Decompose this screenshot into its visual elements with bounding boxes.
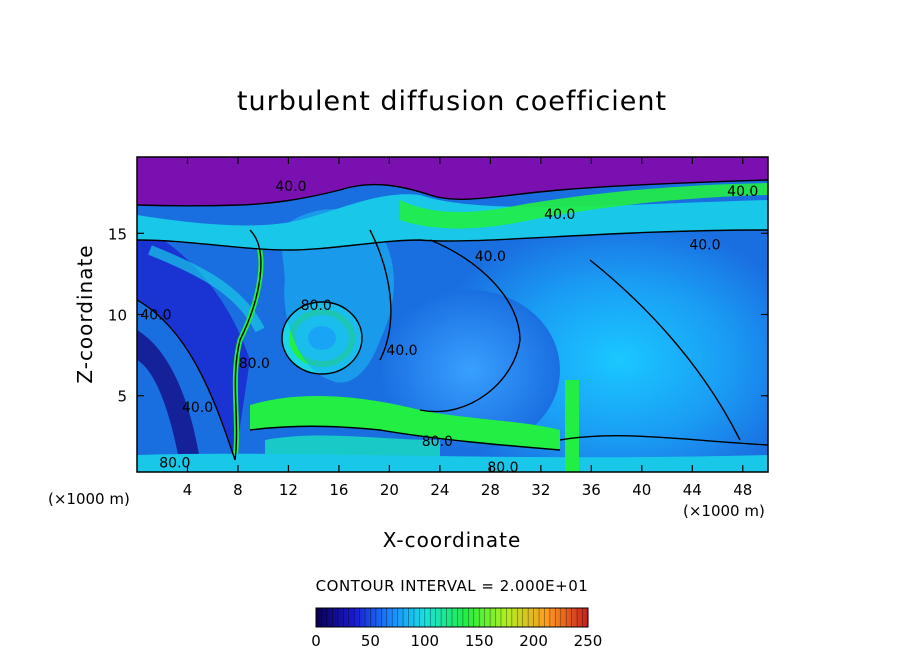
colorbar-stripes [321,608,583,627]
x-tick-label: 16 [329,481,348,499]
contour-interval-label: CONTOUR INTERVAL = 2.000E+01 [315,577,589,595]
colorbar-tick-label: 100 [410,632,439,650]
contour-label: 40.0 [386,343,417,359]
x-tick-label: 40 [632,481,651,499]
contour-label: 80.0 [239,356,270,372]
contour-label: 40.0 [275,179,306,195]
z-tick-label: 10 [108,307,127,325]
x-tick-label: 20 [380,481,399,499]
contour-lines [137,179,768,461]
x-scale-note-right: (×1000 m) [683,502,765,520]
contour-label: 80.0 [301,298,332,314]
chart-title: turbulent diffusion coefficient [236,86,668,117]
x-tick-label: 24 [430,481,449,499]
heatmap-field [137,157,768,472]
z-axis-title: Z-coordinate [73,244,97,383]
colorbar-tick-label: 150 [465,632,494,650]
z-tick-label: 15 [108,225,127,243]
field-lower-cyan [265,435,440,460]
field-upper-green [400,183,768,229]
x-tick-label: 4 [183,481,193,499]
field-column [565,380,579,472]
z-tick-label: 5 [117,388,127,406]
x-axis-title: X-coordinate [383,528,522,552]
x-tick-label: 32 [531,481,550,499]
field-ground [137,453,768,472]
field-upper-layer [137,157,768,205]
colorbar-tick-label: 50 [361,632,380,650]
contour-label: 80.0 [422,434,453,450]
field-left-streak-2 [137,330,200,465]
x-tick-label: 28 [481,481,500,499]
contour-label: 40.0 [475,249,506,265]
x-tick-label: 8 [233,481,243,499]
colorbar-tick-label: 0 [311,632,321,650]
x-tick-label: 48 [733,481,752,499]
colorbar-ticks: 0 50 100 150 200 250 [311,632,602,650]
contour-labels: 40.0 40.0 40.0 40.0 40.0 80.0 40.0 40.0 80.0 40.0… [140,179,758,476]
contour-label: 40.0 [544,207,575,223]
colorbar-tick-label: 250 [574,632,603,650]
field-lower-green [250,395,560,450]
contour-label: 40.0 [140,308,171,324]
x-axis-ticks: 4 8 12 16 20 24 28 32 36 40 44 48 [183,157,752,499]
field-left-streak [137,225,250,460]
colorbar-tick-label: 200 [519,632,548,650]
contour-label: 40.0 [689,238,720,254]
contour-label: 40.0 [182,400,213,416]
contour-label: 80.0 [487,460,518,476]
x-tick-label: 36 [582,481,601,499]
contour-label: 80.0 [159,455,190,471]
x-tick-label: 12 [279,481,298,499]
field-plume [280,209,394,383]
x-tick-label: 44 [683,481,702,499]
x-scale-note-left: (×1000 m) [48,490,130,508]
field-middle-cell [380,290,560,450]
z-axis-ticks: 5 10 15 [108,225,768,406]
contour-label: 40.0 [727,184,758,200]
